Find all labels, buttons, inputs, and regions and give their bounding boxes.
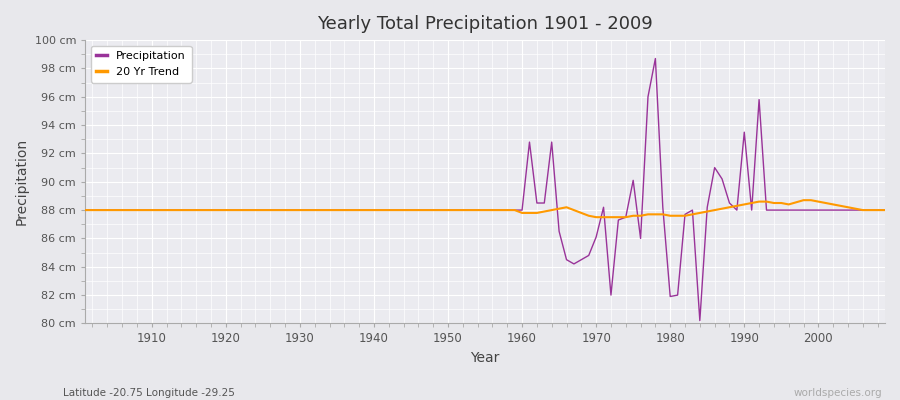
Y-axis label: Precipitation: Precipitation bbox=[15, 138, 29, 225]
20 Yr Trend bbox=[613, 215, 624, 220]
Precipitation bbox=[509, 208, 520, 212]
Precipitation bbox=[346, 208, 357, 212]
Precipitation bbox=[606, 293, 616, 298]
Precipitation bbox=[517, 208, 527, 212]
Precipitation bbox=[139, 208, 149, 212]
Line: 20 Yr Trend: 20 Yr Trend bbox=[86, 200, 885, 217]
Precipitation bbox=[302, 208, 312, 212]
20 Yr Trend bbox=[879, 208, 890, 212]
Text: worldspecies.org: worldspecies.org bbox=[794, 388, 882, 398]
Legend: Precipitation, 20 Yr Trend: Precipitation, 20 Yr Trend bbox=[91, 46, 192, 82]
Precipitation bbox=[695, 318, 706, 323]
X-axis label: Year: Year bbox=[471, 351, 500, 365]
Text: Latitude -20.75 Longitude -29.25: Latitude -20.75 Longitude -29.25 bbox=[63, 388, 235, 398]
Line: Precipitation: Precipitation bbox=[86, 58, 885, 320]
20 Yr Trend bbox=[80, 208, 91, 212]
20 Yr Trend bbox=[302, 208, 312, 212]
Title: Yearly Total Precipitation 1901 - 2009: Yearly Total Precipitation 1901 - 2009 bbox=[317, 15, 652, 33]
Precipitation bbox=[80, 208, 91, 212]
Precipitation bbox=[879, 208, 890, 212]
20 Yr Trend bbox=[139, 208, 149, 212]
20 Yr Trend bbox=[590, 215, 601, 220]
20 Yr Trend bbox=[509, 208, 520, 212]
20 Yr Trend bbox=[517, 210, 527, 215]
Precipitation bbox=[650, 56, 661, 61]
20 Yr Trend bbox=[798, 198, 809, 202]
20 Yr Trend bbox=[346, 208, 357, 212]
